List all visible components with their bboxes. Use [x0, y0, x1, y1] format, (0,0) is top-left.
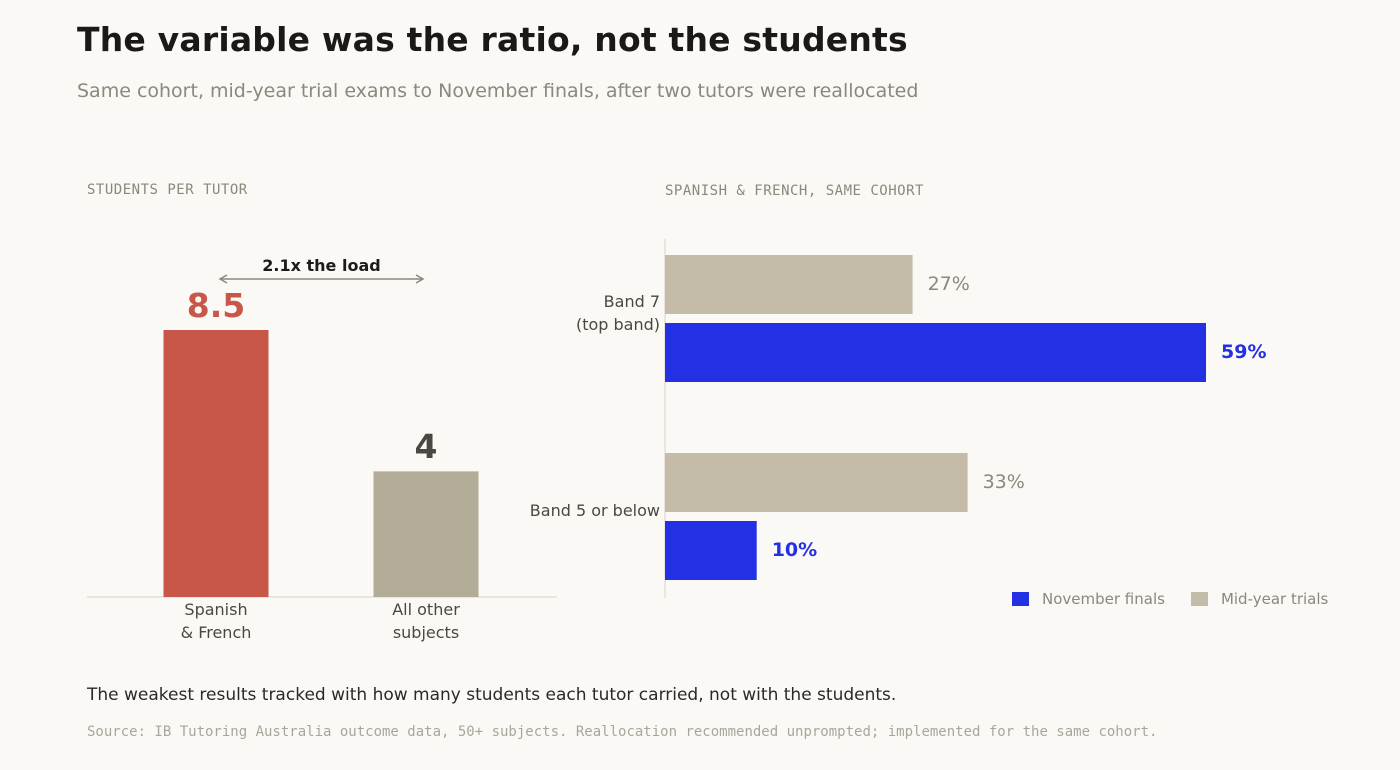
legend-item-mid-year-trials: Mid-year trials [1190, 590, 1329, 608]
category-label-line: Spanish [184, 600, 248, 619]
category-label-spanish-french: Spanish & French [146, 598, 286, 644]
left-panel-label: STUDENTS PER TUTOR [87, 182, 248, 198]
takeaway-text: The weakest results tracked with how man… [87, 685, 897, 705]
legend-swatch-november-finals [1012, 592, 1029, 606]
bar-band-7-november-finals [665, 323, 1206, 382]
legend-label-november-finals: November finals [1042, 590, 1165, 608]
legend: November finals Mid-year trials [1012, 590, 1354, 608]
category-label-line: All other [392, 600, 460, 619]
value-label-spanish-french: 8.5 [186, 286, 246, 325]
row-label-line: (top band) [575, 314, 660, 334]
data-label-band-7-november-finals: 59% [1221, 341, 1267, 363]
bar-band-5-or-below-mid-year-trials [665, 453, 968, 512]
value-label-all-other-subjects: 4 [414, 427, 438, 467]
annotation-arrow-right-head [415, 274, 425, 284]
bar-all-other-subjects [373, 471, 479, 597]
category-label-line: & French [180, 623, 252, 642]
data-label-band-5-or-below-november-finals: 10% [771, 539, 818, 561]
row-label-line: Band 7 [603, 291, 660, 311]
data-label-band-5-or-below-mid-year-trials: 33% [982, 471, 1025, 493]
legend-swatch-mid-year-trials [1190, 592, 1208, 606]
row-label-band-7: Band 7 (top band) [460, 290, 660, 336]
bar-band-7-mid-year-trials [665, 255, 913, 314]
legend-item-november-finals: November finals [1012, 590, 1165, 608]
category-label-all-other-subjects: All other subjects [356, 598, 496, 644]
right-panel-label: SPANISH & FRENCH, SAME COHORT [665, 183, 924, 199]
chart-title: The variable was the ratio, not the stud… [77, 20, 908, 59]
data-label-band-7-mid-year-trials: 27% [927, 273, 970, 295]
bar-band-5-or-below-november-finals [665, 521, 757, 580]
row-label-band-5-or-below: Band 5 or below [460, 499, 660, 522]
load-annotation: 2.1x the load [262, 256, 381, 275]
annotation-arrow-left-head [218, 274, 228, 284]
legend-label-mid-year-trials: Mid-year trials [1220, 590, 1329, 608]
chart-subtitle: Same cohort, mid-year trial exams to Nov… [77, 80, 919, 102]
category-label-line: subjects [392, 623, 460, 642]
bar-spanish-french [163, 330, 269, 597]
source-note: Source: IB Tutoring Australia outcome da… [87, 724, 1158, 740]
row-label-line: Band 5 or below [529, 501, 660, 520]
